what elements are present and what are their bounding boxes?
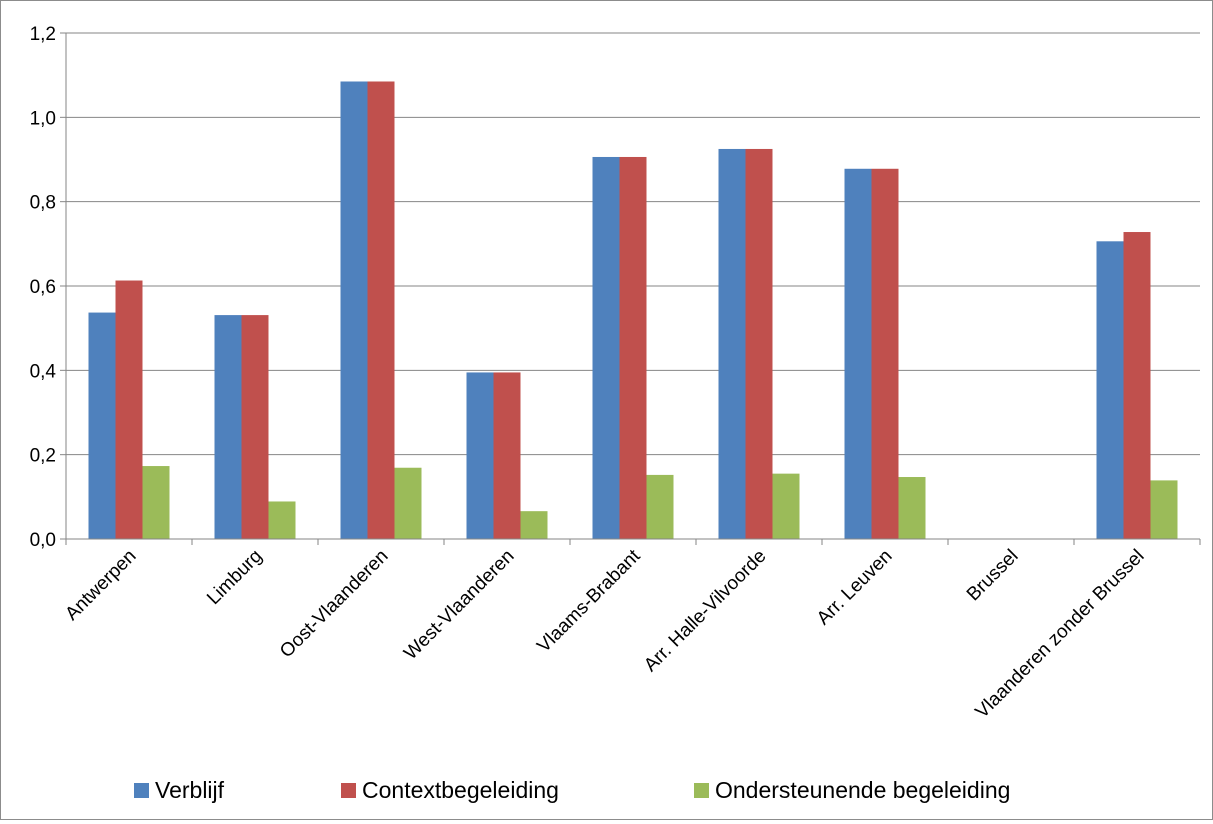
bar-ondersteunende-begeleiding: [142, 466, 170, 539]
legend-label: Ondersteunende begeleiding: [715, 777, 1010, 803]
x-tick-label: Arr. Leuven: [813, 546, 897, 630]
bar-ondersteunende-begeleiding: [394, 467, 422, 539]
y-tick-label: 0,2: [30, 446, 56, 467]
axes: [65, 33, 1201, 545]
x-tick-label: Arr. Halle-Vilvoorde: [640, 546, 770, 676]
bar-ondersteunende-begeleiding: [268, 501, 296, 539]
y-tick-label: 0,4: [30, 361, 57, 382]
bar-verblijf: [1096, 241, 1124, 539]
bar-contextbegeleiding: [619, 156, 647, 539]
legend: Verblijf Contextbegeleiding Ondersteunende…: [134, 777, 1010, 803]
x-tick-label: Brussel: [963, 546, 1023, 606]
legend-swatch: [134, 783, 149, 798]
bar-verblijf: [340, 81, 368, 539]
y-tick-labels: 0,0 0,2 0,4 0,6 0,8 1,0 1,2: [30, 24, 57, 551]
bar-contextbegeleiding: [115, 280, 143, 539]
legend-swatch: [694, 783, 709, 798]
bar-verblijf: [214, 315, 242, 539]
legend-label: Verblijf: [155, 777, 225, 803]
bar-ondersteunende-begeleiding: [772, 473, 800, 539]
legend-label: Contextbegeleiding: [362, 777, 559, 803]
bar-verblijf: [88, 312, 116, 539]
bar-ondersteunende-begeleiding: [898, 477, 926, 539]
y-tick-label: 0,6: [30, 277, 56, 298]
bar-ondersteunende-begeleiding: [646, 474, 674, 539]
bar-verblijf: [466, 372, 494, 539]
y-tick-label: 0,8: [30, 193, 56, 214]
y-tick-label: 1,2: [30, 24, 56, 45]
bar-verblijf: [718, 148, 746, 540]
x-tick-label: Antwerpen: [61, 546, 140, 625]
y-tick-label: 1,0: [30, 108, 56, 129]
bar-contextbegeleiding: [493, 372, 521, 539]
y-tick-label: 0,0: [30, 530, 56, 551]
bar-contextbegeleiding: [241, 315, 269, 539]
x-tick-label: West-Vlaanderen: [400, 546, 518, 664]
bar-verblijf: [844, 168, 872, 539]
bar-contextbegeleiding: [871, 168, 899, 539]
x-tick-label: Vlaams-Brabant: [533, 545, 645, 657]
x-tick-label: Limburg: [203, 546, 266, 609]
bar-contextbegeleiding: [367, 81, 395, 539]
x-tick-label: Oost-Vlaanderen: [276, 546, 392, 662]
bar-contextbegeleiding: [745, 148, 773, 540]
bars: [88, 81, 1178, 540]
bar-ondersteunende-begeleiding: [520, 511, 548, 539]
bar-contextbegeleiding: [1123, 232, 1151, 539]
bar-ondersteunende-begeleiding: [1150, 480, 1178, 539]
legend-swatch: [341, 783, 356, 798]
bar-verblijf: [592, 156, 620, 539]
x-tick-labels: Antwerpen Limburg Oost-Vlaanderen West-Vlaa…: [61, 545, 1148, 722]
